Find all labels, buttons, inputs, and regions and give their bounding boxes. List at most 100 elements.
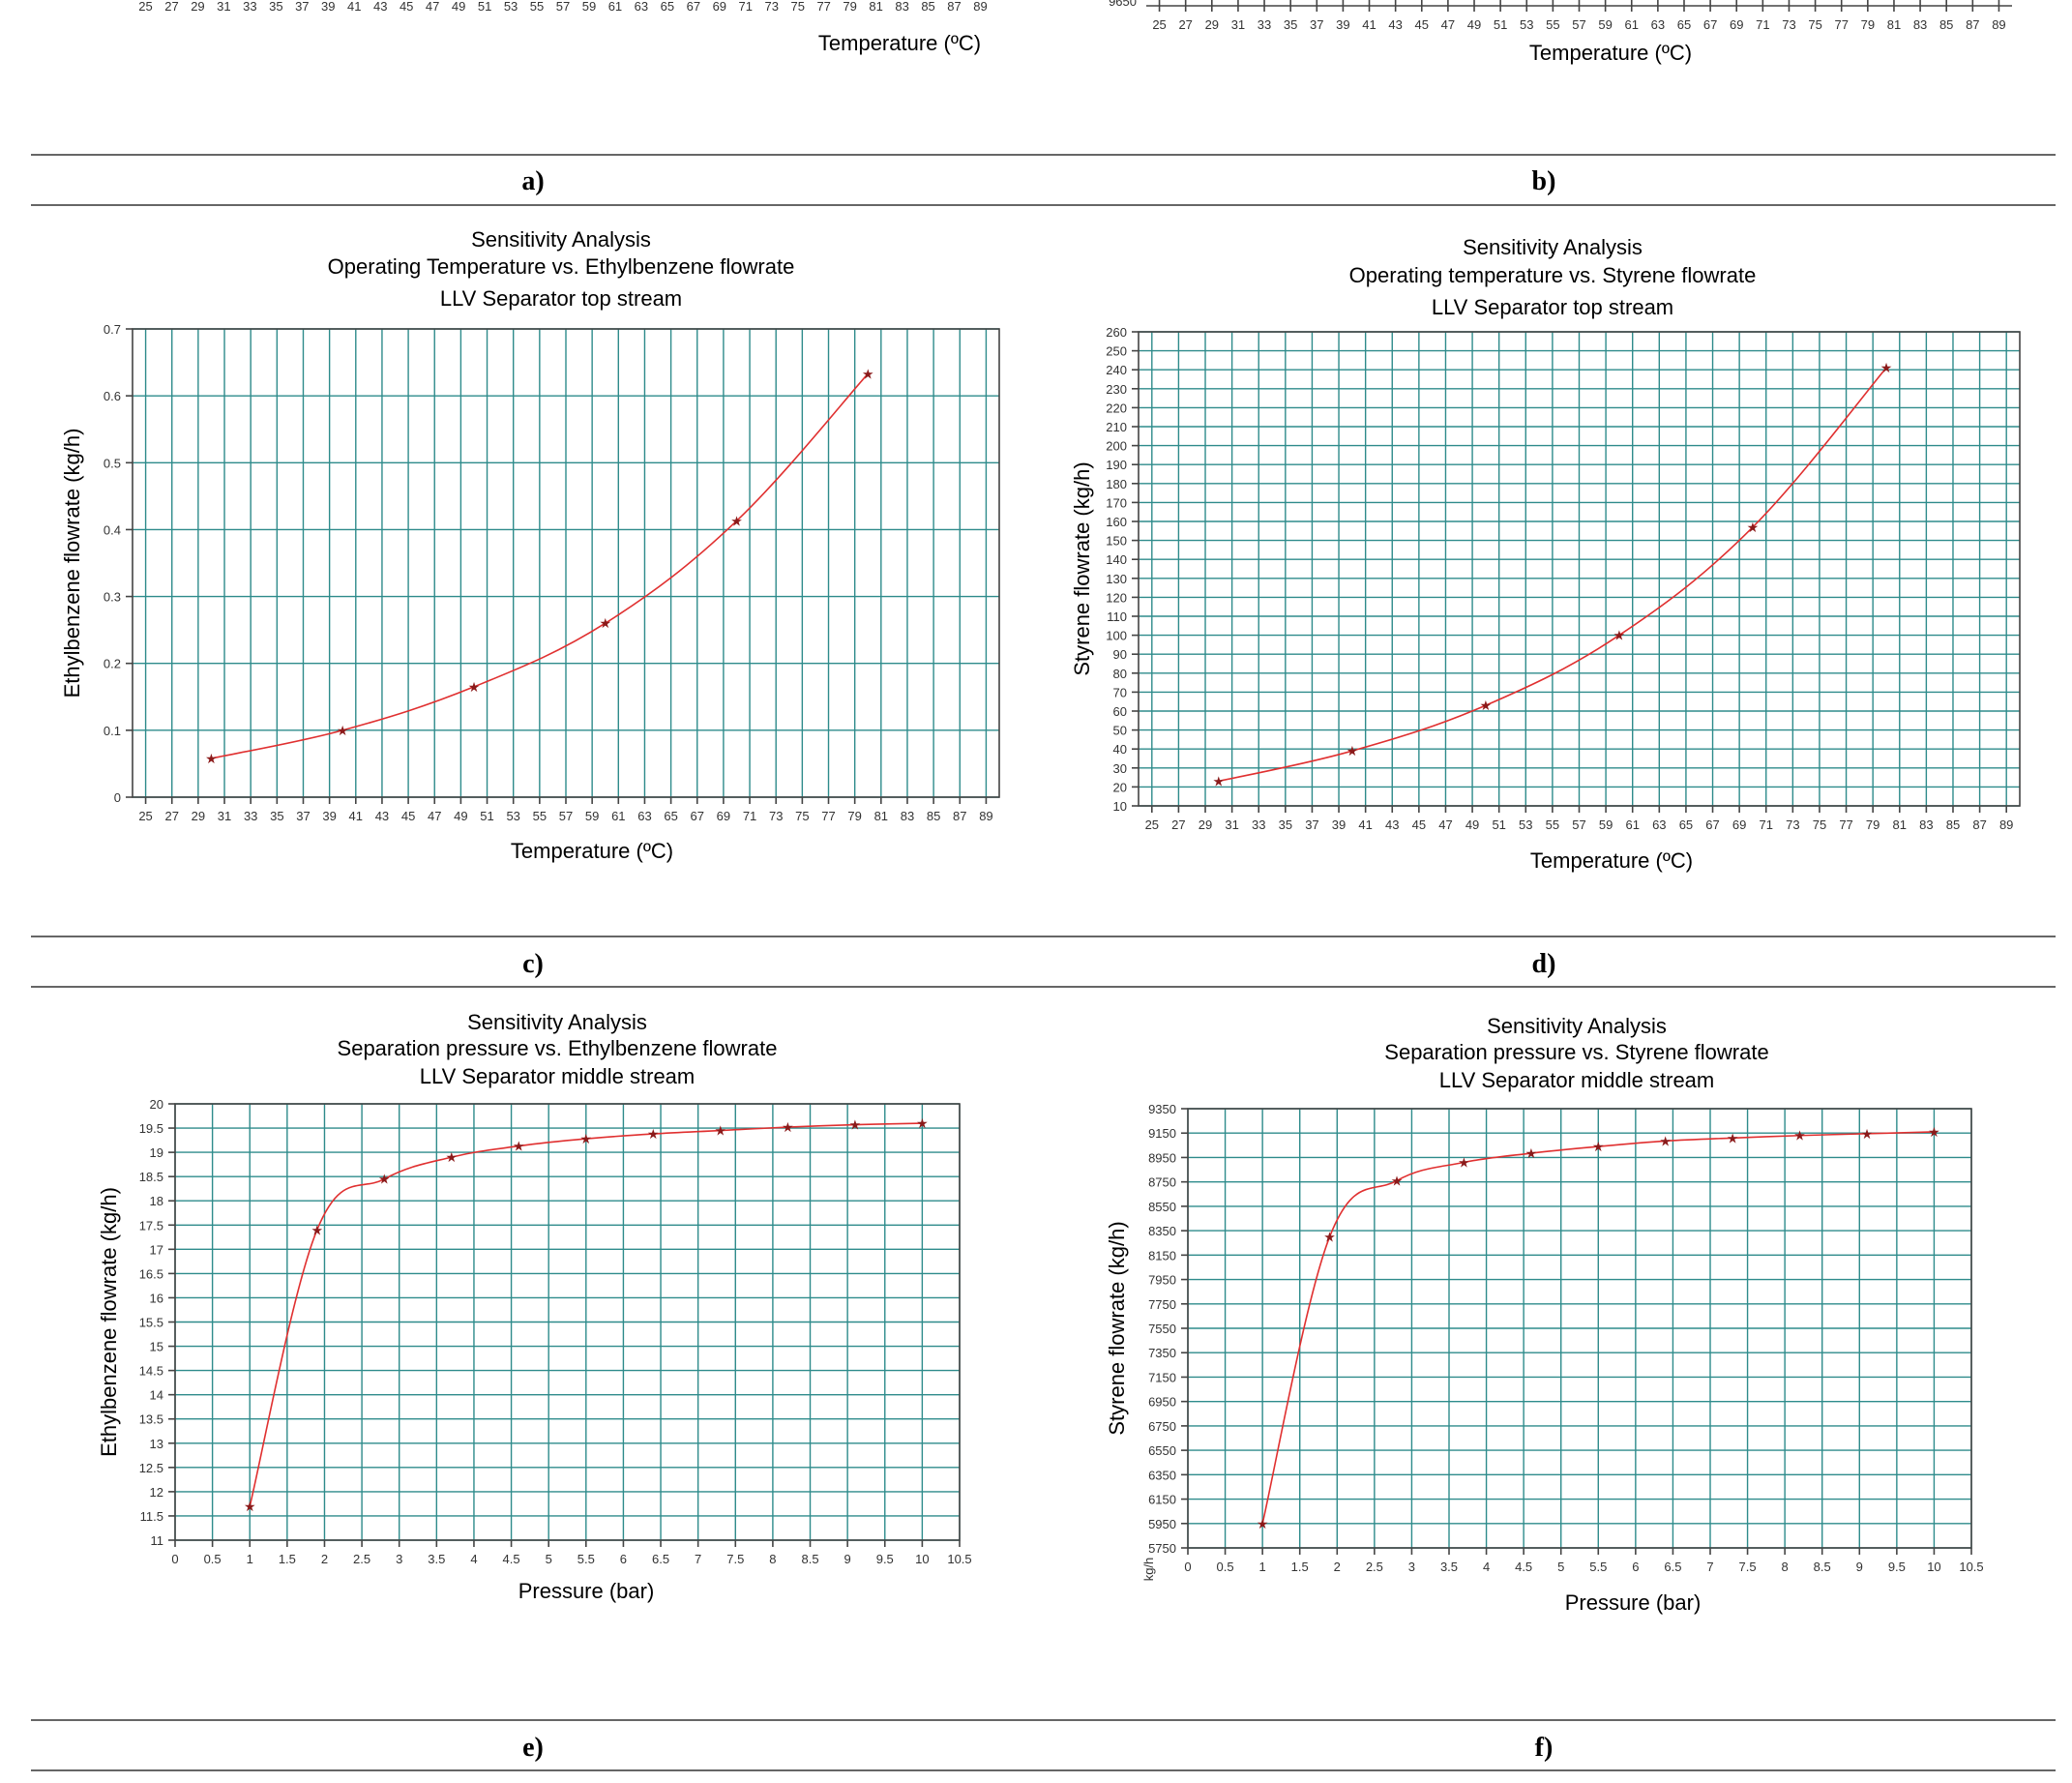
data-point: ★ bbox=[244, 1499, 256, 1514]
y-tick-label: 5750 bbox=[1148, 1541, 1176, 1556]
x-tick-label: 69 bbox=[713, 0, 726, 14]
y-tick-label: 10 bbox=[1113, 799, 1127, 814]
x-tick-label: 37 bbox=[1310, 17, 1323, 32]
y-tick-label: 14 bbox=[150, 1388, 163, 1403]
data-point: ★ bbox=[1525, 1145, 1538, 1161]
y-tick-label: 110 bbox=[1107, 609, 1127, 624]
data-point: ★ bbox=[1659, 1133, 1672, 1148]
x-tick-label: 85 bbox=[927, 809, 940, 823]
data-point: ★ bbox=[1347, 743, 1359, 758]
y-tick-label: 180 bbox=[1106, 477, 1127, 491]
x-tick-label: 47 bbox=[1438, 817, 1452, 832]
x-tick-label: 65 bbox=[661, 0, 674, 14]
chart-b: 25 27 29 31 33 35 37 39 41 43 45 47 49 51 53 55 57 59 61 63… bbox=[1109, 0, 2012, 65]
x-tick-label: 31 bbox=[1225, 817, 1238, 832]
panel-label-b: b) bbox=[1532, 166, 1556, 196]
x-tick-label: 51 bbox=[1494, 17, 1507, 32]
x-tick-label: 9 bbox=[844, 1552, 851, 1566]
x-tick-label: 29 bbox=[1199, 817, 1212, 832]
panel-label-d: d) bbox=[1532, 949, 1556, 979]
x-tick-label: 57 bbox=[1572, 17, 1585, 32]
y-axis-label: Ethylbenzene flowrate (kg/h) bbox=[60, 429, 84, 698]
y-tick-label: 150 bbox=[1106, 534, 1127, 549]
x-tick-label: 81 bbox=[874, 809, 888, 823]
x-tick-label: 27 bbox=[164, 0, 178, 14]
chart-title-line: Sensitivity Analysis bbox=[1487, 1014, 1667, 1038]
y-tick-label: 11.5 bbox=[140, 1509, 163, 1524]
data-point: ★ bbox=[1592, 1139, 1605, 1154]
x-tick-label: 33 bbox=[243, 0, 256, 14]
y-tick-label: 210 bbox=[1106, 420, 1127, 434]
y-tick-label: 16.5 bbox=[139, 1266, 163, 1281]
x-tick-label: 35 bbox=[270, 809, 283, 823]
y-tick-label: 50 bbox=[1113, 724, 1127, 738]
panel-label-c: c) bbox=[522, 949, 544, 979]
x-tick-label: 71 bbox=[1760, 817, 1773, 832]
x-tick-label: 9 bbox=[1856, 1560, 1863, 1574]
x-tick-label: 73 bbox=[1782, 17, 1795, 32]
data-point: ★ bbox=[862, 366, 874, 381]
x-axis-label: Temperature (ºC) bbox=[1530, 848, 1693, 873]
x-tick-label: 8 bbox=[1782, 1560, 1789, 1574]
x-tick-label: 0 bbox=[1184, 1560, 1191, 1574]
data-point: ★ bbox=[1213, 774, 1226, 789]
x-tick-label: 87 bbox=[1972, 817, 1986, 832]
data-point: ★ bbox=[647, 1126, 660, 1142]
x-tick-label: 37 bbox=[295, 0, 309, 14]
data-point: ★ bbox=[513, 1139, 525, 1154]
x-tick-label: 69 bbox=[1732, 817, 1746, 832]
y-tick-label: 0.6 bbox=[104, 389, 121, 403]
x-tick-label: 73 bbox=[769, 809, 783, 823]
x-tick-label: 67 bbox=[687, 0, 700, 14]
series-line bbox=[1218, 367, 1887, 783]
data-point: ★ bbox=[445, 1149, 458, 1165]
x-tick-label: 1 bbox=[247, 1552, 253, 1566]
x-tick-label: 9.5 bbox=[1888, 1560, 1906, 1574]
y-tick-label: 16 bbox=[150, 1291, 163, 1305]
x-tick-label: 3 bbox=[396, 1552, 402, 1566]
x-tick-label: 43 bbox=[1385, 817, 1399, 832]
x-tick-label: 6 bbox=[1632, 1560, 1639, 1574]
panel-label-e: e) bbox=[522, 1733, 544, 1763]
x-tick-label: 25 bbox=[138, 809, 152, 823]
x-tick-label: 27 bbox=[164, 809, 178, 823]
data-point: ★ bbox=[1458, 1154, 1470, 1170]
charts-layer: 25 27 29 31 33 35 37 39 41 43 45 47 49 51 53 55 57 59 61 63… bbox=[60, 0, 2021, 1615]
x-tick-label: 39 bbox=[1336, 17, 1349, 32]
x-tick-label: 31 bbox=[218, 809, 231, 823]
y-tick-label: 14.5 bbox=[139, 1364, 163, 1379]
x-tick-label: 77 bbox=[821, 809, 835, 823]
x-tick-label: 67 bbox=[1705, 817, 1719, 832]
x-tick-label: 41 bbox=[1358, 817, 1372, 832]
y-tick-label: 15 bbox=[150, 1340, 163, 1354]
y-tick-label: 17 bbox=[150, 1242, 163, 1257]
x-tick-label: 2 bbox=[321, 1552, 328, 1566]
x-tick-label: 0.5 bbox=[204, 1552, 222, 1566]
y-tick-label: 15.5 bbox=[139, 1316, 163, 1330]
series-line bbox=[211, 372, 869, 759]
x-tick-label: 7 bbox=[695, 1552, 701, 1566]
y-tick-label: 7750 bbox=[1148, 1297, 1176, 1312]
x-tick-label: 85 bbox=[1939, 17, 1953, 32]
x-tick-label: 1 bbox=[1259, 1560, 1266, 1574]
x-tick-label: 39 bbox=[1332, 817, 1346, 832]
x-tick-label: 77 bbox=[1834, 17, 1848, 32]
y-tick-label: 70 bbox=[1113, 685, 1127, 699]
x-tick-label: 85 bbox=[1946, 817, 1960, 832]
x-tick-label: 79 bbox=[1861, 17, 1875, 32]
data-point: ★ bbox=[205, 751, 218, 766]
x-tick-label: 0.5 bbox=[1217, 1560, 1234, 1574]
x-tick-label: 5 bbox=[1557, 1560, 1564, 1574]
y-tick-label: 12 bbox=[150, 1485, 163, 1500]
y-tick-label: 19.5 bbox=[139, 1121, 163, 1136]
x-tick-label: 8 bbox=[769, 1552, 776, 1566]
chart-title-line: LLV Separator top stream bbox=[1432, 295, 1673, 319]
y-tick-label: 6750 bbox=[1148, 1419, 1176, 1434]
x-tick-label: 67 bbox=[1703, 17, 1717, 32]
x-axis-label: Pressure (bar) bbox=[518, 1579, 655, 1603]
data-point: ★ bbox=[782, 1119, 794, 1135]
x-tick-label: 55 bbox=[530, 0, 544, 14]
x-tick-label: 3 bbox=[1408, 1560, 1415, 1574]
x-tick-label: 2.5 bbox=[353, 1552, 370, 1566]
x-axis-label: Temperature (ºC) bbox=[511, 839, 673, 863]
